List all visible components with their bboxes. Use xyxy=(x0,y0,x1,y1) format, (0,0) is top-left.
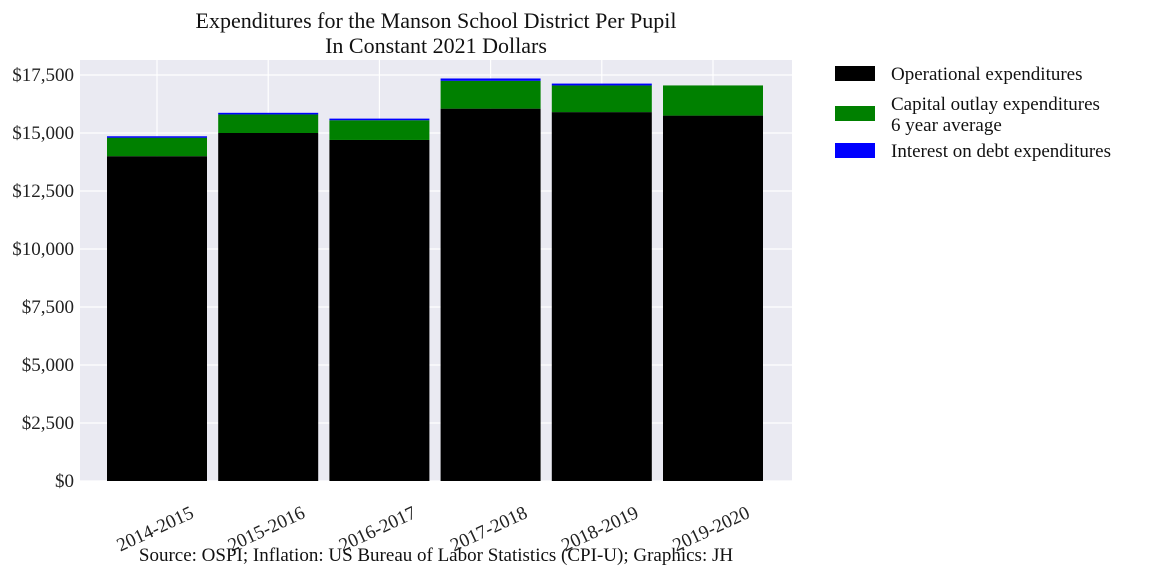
y-tick-label: $12,500 xyxy=(12,181,74,202)
chart-title: Expenditures for the Manson School Distr… xyxy=(196,8,677,33)
y-tick-label: $7,500 xyxy=(22,297,74,318)
source-note: Source: OSPI; Inflation: US Bureau of La… xyxy=(139,545,733,566)
bar-segment xyxy=(329,139,430,481)
y-tick-label: $0 xyxy=(55,471,74,492)
legend-label: 6 year average xyxy=(891,115,1002,136)
bar-segment xyxy=(440,80,541,109)
bar-segment xyxy=(440,78,541,81)
bar-segment xyxy=(551,83,652,86)
legend-label: Capital outlay expenditures xyxy=(891,94,1100,115)
bar-segment xyxy=(107,156,207,481)
bar-segment xyxy=(218,133,319,481)
legend-label: Interest on debt expenditures xyxy=(891,141,1111,162)
bar-segment xyxy=(663,85,763,116)
bar-segment xyxy=(551,112,652,482)
y-tick-label: $15,000 xyxy=(12,123,74,144)
bar-segment xyxy=(218,112,319,115)
y-tick-label: $17,500 xyxy=(12,65,74,86)
y-tick-label: $10,000 xyxy=(12,239,74,260)
legend-label: Operational expenditures xyxy=(891,64,1083,85)
y-tick-label: $5,000 xyxy=(22,355,74,376)
bar-segment xyxy=(218,114,319,133)
legend-swatch xyxy=(835,66,875,81)
bar-segment xyxy=(663,115,763,481)
y-tick-label: $2,500 xyxy=(22,413,74,434)
bar-segment xyxy=(107,136,207,138)
bar-segment xyxy=(329,118,430,121)
chart-subtitle: In Constant 2021 Dollars xyxy=(325,33,547,58)
bar-segment xyxy=(107,137,207,157)
bar-segment xyxy=(440,108,541,481)
legend-swatch xyxy=(835,143,875,158)
legend-swatch xyxy=(835,106,875,121)
bar-segment xyxy=(329,120,430,140)
bar-segment xyxy=(551,85,652,113)
